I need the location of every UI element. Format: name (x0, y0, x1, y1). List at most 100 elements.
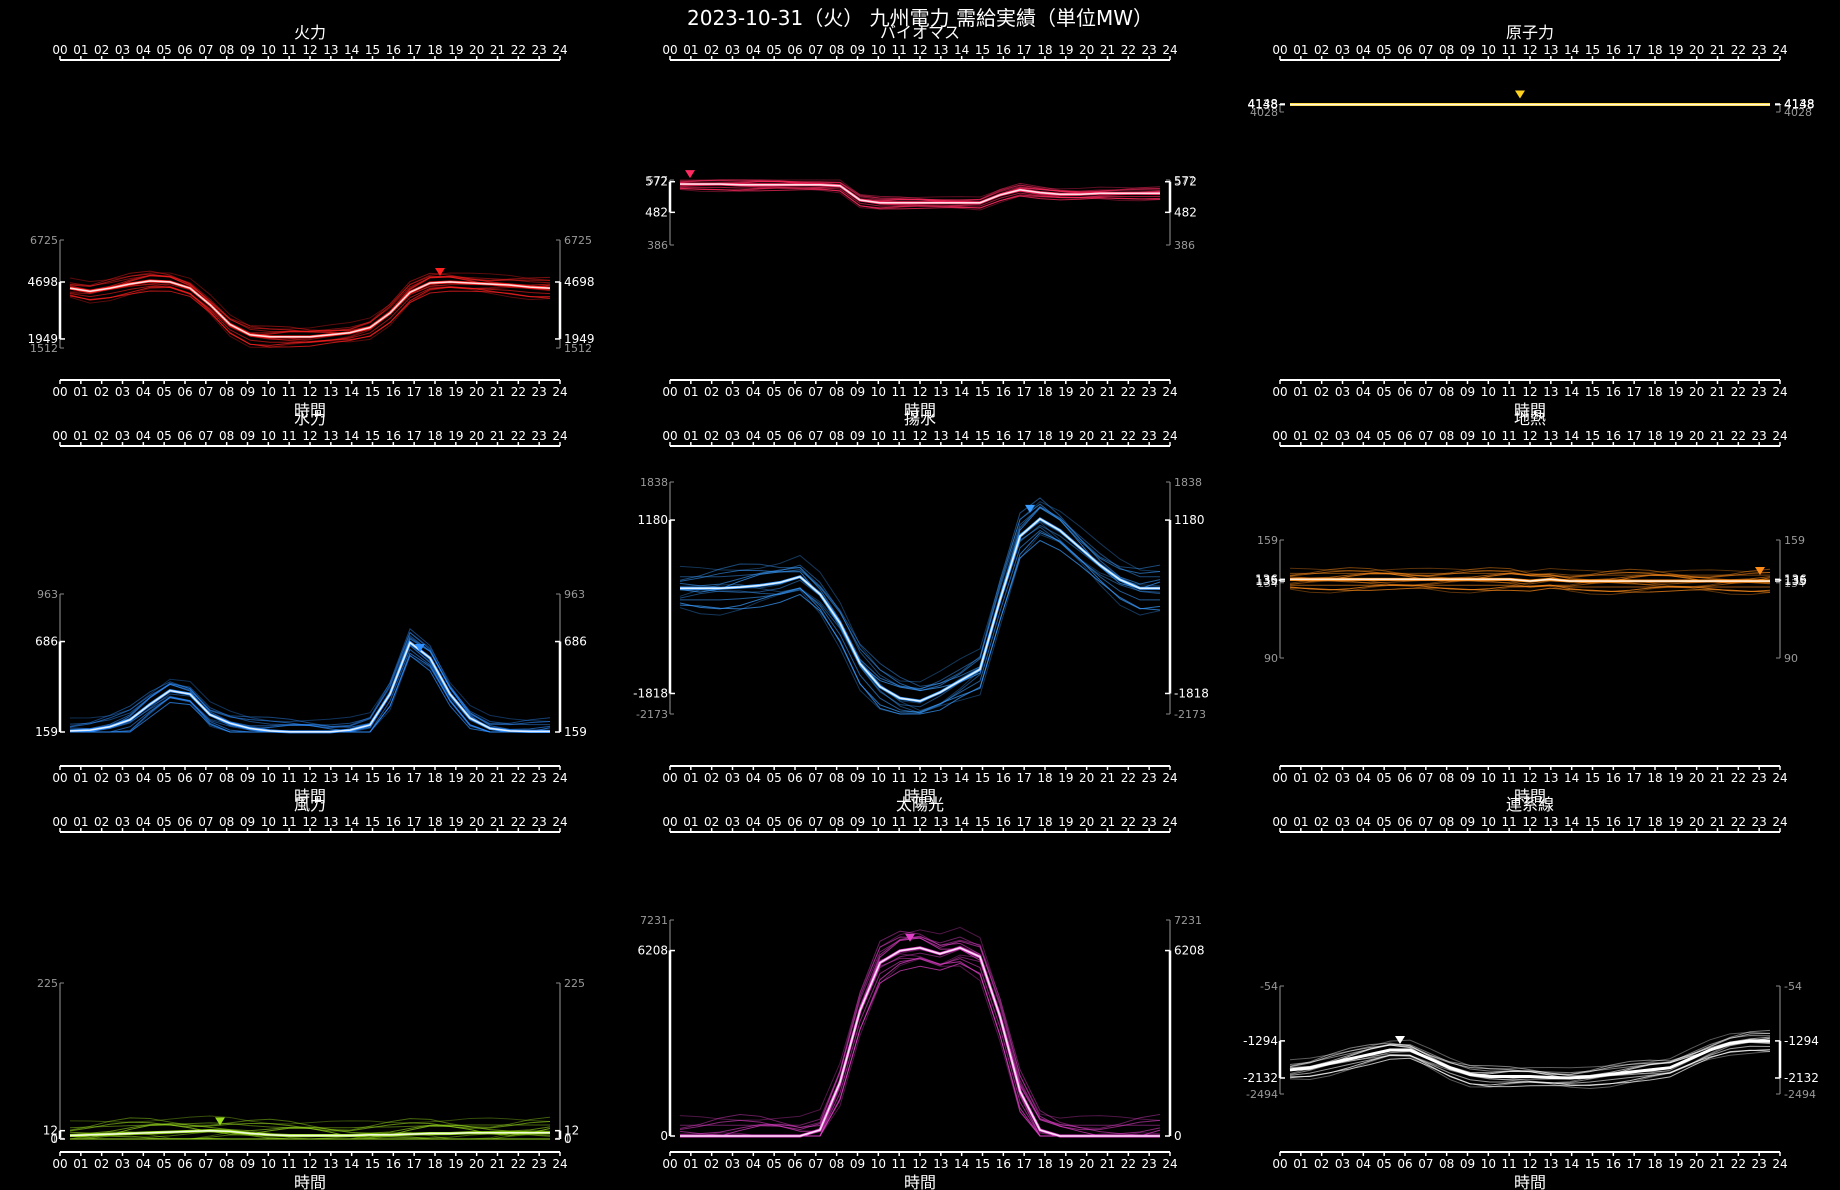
hour-tick-label: 00 (52, 1157, 67, 1171)
background-series-line (1289, 1049, 1771, 1088)
hour-tick-label: 19 (1058, 385, 1073, 399)
hour-tick-label: 18 (427, 815, 442, 829)
series-line-highlight (69, 641, 550, 733)
hour-tick-label: 23 (1752, 1157, 1767, 1171)
y-tick-label-dim: -54 (1784, 980, 1802, 993)
hour-tick-label: 20 (1079, 1157, 1094, 1171)
hour-tick-label: 13 (933, 43, 948, 57)
hour-tick-label: 23 (532, 385, 547, 399)
hour-tick-label: 16 (996, 43, 1011, 57)
series-line-highlight (69, 280, 551, 338)
background-series-line (1289, 572, 1771, 581)
hour-tick-label: 04 (1356, 815, 1371, 829)
background-series-line (679, 184, 1161, 207)
hour-tick-label: 04 (746, 815, 761, 829)
hour-tick-label: 01 (73, 429, 88, 443)
y-tick-label: -1294 (1243, 1034, 1278, 1048)
background-series-line (1289, 579, 1771, 585)
hour-tick-label: 13 (933, 1157, 948, 1171)
hour-tick-label: 06 (787, 1157, 802, 1171)
background-series-line (69, 272, 551, 330)
hour-tick-label: 18 (1647, 429, 1662, 443)
hour-tick-label: 21 (1710, 771, 1725, 785)
hour-tick-label: 09 (240, 771, 255, 785)
hour-tick-label: 13 (1543, 1157, 1558, 1171)
hour-tick-label: 21 (1100, 771, 1115, 785)
hour-tick-label: 09 (850, 43, 865, 57)
hour-tick-label: 24 (552, 43, 567, 57)
hour-tick-label: 00 (1272, 1157, 1287, 1171)
hour-tick-label: 05 (1377, 385, 1392, 399)
background-series-line (679, 526, 1161, 714)
background-series-line (679, 521, 1161, 712)
hour-tick-label: 14 (1564, 771, 1579, 785)
hour-tick-label: 03 (1335, 815, 1350, 829)
y-tick-label: 1180 (637, 513, 668, 527)
background-series-line (679, 532, 1161, 713)
y-tick-label: 6208 (1174, 944, 1205, 958)
hour-tick-label: 00 (1272, 815, 1287, 829)
hour-tick-label: 16 (386, 815, 401, 829)
hour-tick-label: 10 (1481, 815, 1496, 829)
background-series-line (680, 936, 1160, 1126)
y-tick-label: 135 (1255, 574, 1278, 588)
background-series-line (679, 945, 1161, 1137)
hour-tick-label: 11 (1502, 43, 1517, 57)
background-series-line (679, 501, 1161, 683)
hour-tick-label: 17 (407, 771, 422, 785)
panel-title: 風力 (294, 795, 326, 814)
hour-tick-label: 02 (1314, 429, 1329, 443)
hour-tick-label: 08 (219, 815, 234, 829)
hour-tick-label: 09 (240, 385, 255, 399)
hour-tick-label: 14 (344, 43, 359, 57)
hour-tick-label: 15 (975, 1157, 990, 1171)
hour-tick-label: 18 (1037, 815, 1052, 829)
hour-tick-label: 05 (157, 385, 172, 399)
y-tick-label: 1949 (564, 332, 595, 346)
hour-tick-label: 01 (73, 771, 88, 785)
x-axis-label: 時間 (294, 1173, 326, 1190)
hour-tick-label: 02 (1314, 1157, 1329, 1171)
hour-tick-label: 08 (1439, 429, 1454, 443)
background-series-line (69, 636, 551, 730)
background-series-line (680, 958, 1160, 1137)
series-line (680, 946, 1160, 1138)
peak-marker (215, 1117, 225, 1126)
hour-tick-label: 12 (1522, 815, 1537, 829)
hour-tick-label: 15 (975, 771, 990, 785)
panel-9: 連系線 00 01 02 03 04 05 06 07 08 09 10 11 12 13 14 15 16 17 1… (1243, 795, 1819, 1190)
hour-tick-label: 21 (1710, 815, 1725, 829)
hour-tick-label: 08 (219, 1157, 234, 1171)
hour-tick-label: 03 (1335, 385, 1350, 399)
hour-tick-label: 19 (1668, 1157, 1683, 1171)
hour-tick-label: 24 (552, 815, 567, 829)
hour-tick-label: 12 (1522, 771, 1537, 785)
hour-tick-label: 05 (1377, 429, 1392, 443)
hour-tick-label: 01 (1293, 385, 1308, 399)
y-tick-label-dim: 90 (1264, 652, 1278, 665)
hour-tick-label: 11 (282, 771, 297, 785)
hour-tick-label: 12 (1522, 385, 1537, 399)
hour-tick-label: 18 (427, 1157, 442, 1171)
hour-tick-label: 14 (954, 429, 969, 443)
hour-tick-label: 23 (532, 815, 547, 829)
hour-tick-label: 07 (808, 385, 823, 399)
hour-tick-label: 02 (1314, 771, 1329, 785)
y-tick-label: 159 (564, 725, 587, 739)
hour-tick-label: 00 (1272, 771, 1287, 785)
hour-tick-label: 23 (532, 1157, 547, 1171)
hour-tick-label: 02 (1314, 385, 1329, 399)
background-series-line (69, 283, 551, 341)
hour-tick-label: 15 (1585, 1157, 1600, 1171)
hour-tick-label: 10 (871, 385, 886, 399)
hour-tick-label: 19 (448, 43, 463, 57)
hour-tick-label: 04 (1356, 771, 1371, 785)
hour-tick-label: 13 (1543, 43, 1558, 57)
hour-tick-label: 20 (469, 43, 484, 57)
hour-tick-label: 20 (469, 385, 484, 399)
hour-tick-label: 12 (302, 815, 317, 829)
hour-tick-label: 20 (469, 429, 484, 443)
hour-tick-label: 00 (1272, 385, 1287, 399)
hour-tick-label: 05 (767, 429, 782, 443)
hour-tick-label: 01 (683, 771, 698, 785)
